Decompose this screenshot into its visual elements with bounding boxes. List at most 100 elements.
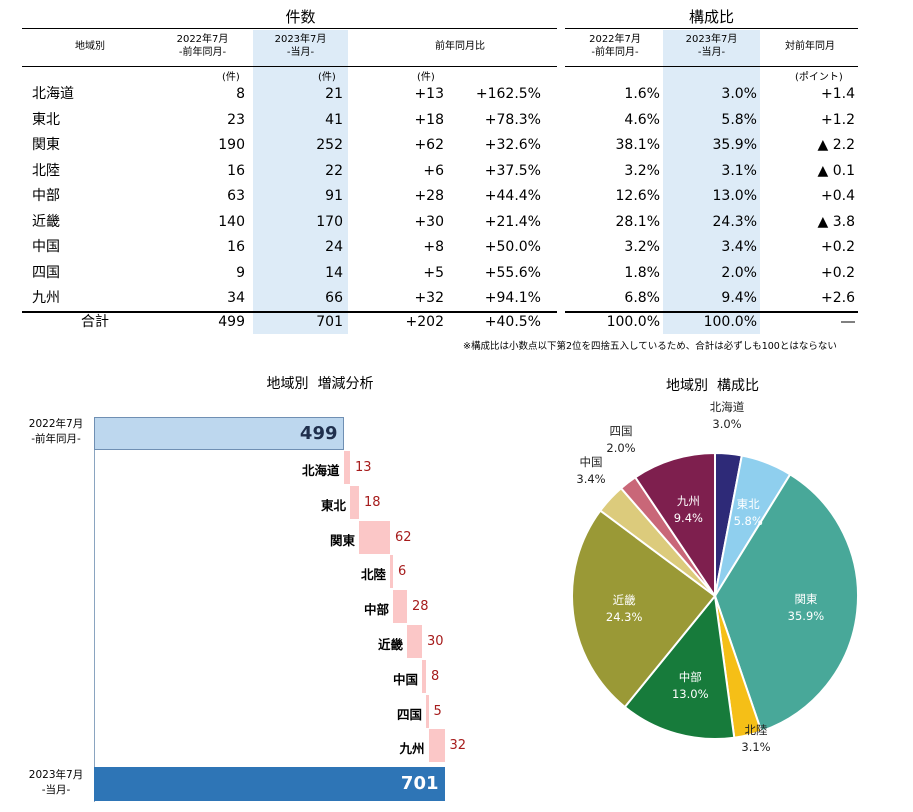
waterfall-step-bar xyxy=(426,694,429,728)
cell-r-prev: 6.8% xyxy=(624,290,660,306)
waterfall-step-value: 13 xyxy=(355,460,372,475)
cell-prev: 34 xyxy=(227,290,245,306)
cell-region: 中国 xyxy=(32,239,60,255)
pie-slice-label: 東北 5.8% xyxy=(718,496,778,530)
unit-prev: (件) xyxy=(222,72,240,83)
waterfall-step-value: 6 xyxy=(398,564,407,580)
pie-slice-name: 北海道 xyxy=(709,400,745,414)
waterfall-step-value: 28 xyxy=(412,599,429,615)
cell-prev: 8 xyxy=(236,86,245,102)
cell-diff: +8 xyxy=(423,239,444,255)
cell-pct: +78.3% xyxy=(484,111,541,128)
pie-slice-pct: 3.4% xyxy=(576,472,606,486)
header-ratio-curr: 2023年7月 -当月- xyxy=(663,33,760,59)
current-ratio-highlight xyxy=(663,30,760,334)
cell-diff: +32 xyxy=(414,290,444,306)
cell-r-curr: 3.4% xyxy=(721,239,757,255)
total-curr: 701 xyxy=(316,314,343,330)
pie-slice-label: 関東 35.9% xyxy=(776,591,836,625)
cell-curr: 22 xyxy=(325,162,343,179)
cell-r-curr: 35.9% xyxy=(712,137,757,153)
header-prev: 2022年7月 -前年同月- xyxy=(160,33,245,59)
waterfall-step-label: 関東 xyxy=(329,532,355,548)
cell-pct: +32.6% xyxy=(484,137,541,153)
total-prev: 499 xyxy=(218,314,245,330)
cell-r-curr: 2.0% xyxy=(721,264,757,281)
waterfall-step-bar xyxy=(428,729,445,763)
cell-region: 四国 xyxy=(32,264,60,281)
cell-pct: +55.6% xyxy=(484,264,541,281)
cell-r-prev: 38.1% xyxy=(615,137,660,153)
count-title: 件数 xyxy=(285,8,316,26)
cell-region: 東北 xyxy=(32,111,60,128)
cell-r-curr: 5.8% xyxy=(721,111,757,128)
header-curr-line2: -当月- xyxy=(286,47,315,58)
cell-r-prev: 4.6% xyxy=(624,111,660,128)
cell-r-prev: 3.2% xyxy=(624,239,660,255)
header-ratio-prev-line1: 2022年7月 xyxy=(589,34,641,45)
cell-diff: +6 xyxy=(423,162,444,179)
header-ratio-prev-line2: -前年同月- xyxy=(591,47,639,58)
waterfall-end-value: 701 xyxy=(400,773,439,794)
waterfall-step-value: 32 xyxy=(449,738,467,754)
pie-title: 地域別 構成比 xyxy=(666,378,759,394)
waterfall-step-bar xyxy=(407,625,422,658)
cell-curr: 21 xyxy=(325,86,343,102)
header-ratio-prev: 2022年7月 -前年同月- xyxy=(570,33,660,59)
cell-pct: +94.1% xyxy=(484,290,541,306)
pie-slice-name: 中部 xyxy=(678,670,702,685)
cell-pct: +21.4% xyxy=(484,213,541,230)
waterfall-start-value: 499 xyxy=(299,423,338,444)
pie-slice-label: 北陸 3.1% xyxy=(726,722,786,756)
total-ratio-diff: ― xyxy=(841,314,855,330)
cell-pct: +44.4% xyxy=(484,188,541,204)
cell-prev: 190 xyxy=(218,137,245,153)
cell-curr: 66 xyxy=(325,290,343,306)
cell-r-curr: 13.0% xyxy=(712,188,757,204)
cell-diff: +5 xyxy=(423,264,444,281)
cell-curr: 170 xyxy=(316,213,343,230)
cell-r-prev: 1.6% xyxy=(624,86,660,102)
header-prev-line1: 2022年7月 xyxy=(176,34,229,45)
pie-slice-pct: 3.1% xyxy=(741,740,771,754)
cell-prev: 16 xyxy=(227,239,245,255)
table-top-rule xyxy=(22,28,557,29)
pie-slice-pct: 2.0% xyxy=(606,441,636,455)
cell-r-diff: +0.4 xyxy=(821,188,855,204)
header-ratio-diff: 対前年同月 xyxy=(785,41,835,52)
cell-region: 九州 xyxy=(32,290,60,306)
waterfall-start-label: 2022年7月 -前年同月- xyxy=(20,417,92,447)
cell-region: 近畿 xyxy=(32,213,60,230)
pie-slice-pct: 24.3% xyxy=(605,610,643,625)
cell-curr: 14 xyxy=(325,264,343,281)
cell-r-diff: +0.2 xyxy=(821,264,855,281)
pie-slice-pct: 5.8% xyxy=(733,513,763,528)
cell-pct: +162.5% xyxy=(475,86,541,102)
header-prev-line2: -前年同月- xyxy=(178,47,227,58)
unit-yoy: (件) xyxy=(417,72,435,83)
waterfall-step-value: 62 xyxy=(395,529,412,545)
cell-r-prev: 3.2% xyxy=(624,162,660,179)
cell-prev: 63 xyxy=(227,188,245,204)
pie-slice-pct: 3.0% xyxy=(712,417,742,431)
pie-slice-label: 四国 2.0% xyxy=(591,423,651,457)
waterfall-step-bar xyxy=(422,659,426,693)
waterfall-step-bar xyxy=(343,451,350,484)
waterfall-step-bar xyxy=(359,520,390,554)
cell-diff: +30 xyxy=(414,213,444,230)
pie-slice-label: 北海道 3.0% xyxy=(697,399,757,433)
waterfall-step-bar xyxy=(390,555,393,589)
waterfall-step-value: 18 xyxy=(364,494,381,510)
cell-r-curr: 3.0% xyxy=(721,86,757,102)
pie-slice-pct: 9.4% xyxy=(673,511,703,526)
cell-prev: 16 xyxy=(227,162,245,179)
cell-r-diff: ▲ 3.8 xyxy=(817,213,855,230)
waterfall-step-label: 東北 xyxy=(320,497,346,513)
table-header-rule xyxy=(22,66,557,67)
header-region: 地域別 xyxy=(75,41,105,52)
cell-r-curr: 9.4% xyxy=(721,290,757,306)
waterfall-step-value: 5 xyxy=(433,703,442,719)
cell-r-curr: 3.1% xyxy=(721,162,757,179)
cell-diff: +18 xyxy=(414,111,444,128)
cell-prev: 23 xyxy=(227,111,245,128)
